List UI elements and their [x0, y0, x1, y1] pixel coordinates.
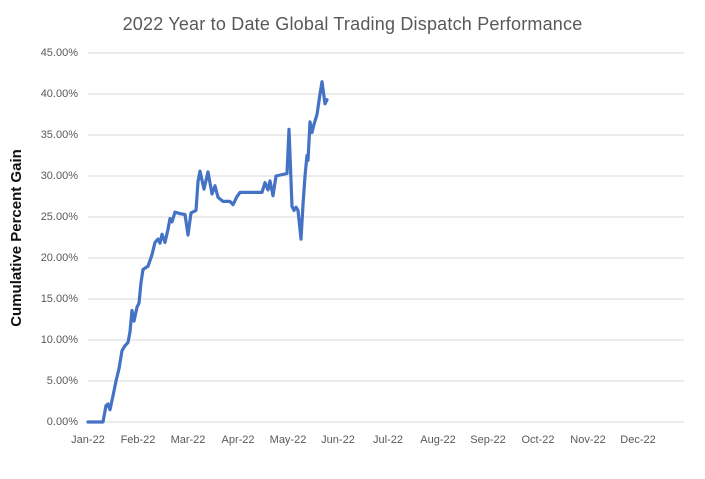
x-tick-label: Apr-22	[221, 434, 255, 446]
y-tick-label: 40.00%	[40, 88, 78, 100]
series-line	[86, 80, 329, 424]
x-tick-label: Jan-22	[71, 434, 105, 446]
y-tick-label: 45.00%	[40, 47, 78, 59]
y-tick-label: 10.00%	[40, 334, 78, 346]
y-tick-label: 30.00%	[40, 170, 78, 182]
x-tick-label: Oct-22	[521, 434, 555, 446]
y-tick-label: 5.00%	[46, 375, 78, 387]
x-tick-label: Dec-22	[620, 434, 656, 446]
y-tick-label: 25.00%	[40, 211, 78, 223]
x-tick-label: Aug-22	[420, 434, 456, 446]
y-tick-label: 20.00%	[40, 252, 78, 264]
x-tick-label: Sep-22	[470, 434, 506, 446]
x-tick-label: Nov-22	[570, 434, 606, 446]
x-tick-label: Feb-22	[120, 434, 156, 446]
y-tick-label: 0.00%	[46, 416, 78, 428]
x-tick-label: Mar-22	[170, 434, 206, 446]
x-tick-label: Jul-22	[373, 434, 403, 446]
y-tick-label: 15.00%	[40, 293, 78, 305]
y-tick-label: 35.00%	[40, 129, 78, 141]
x-tick-label: Jun-22	[321, 434, 355, 446]
x-tick-label: May-22	[269, 434, 307, 446]
chart-title: 2022 Year to Date Global Trading Dispatc…	[122, 14, 583, 34]
